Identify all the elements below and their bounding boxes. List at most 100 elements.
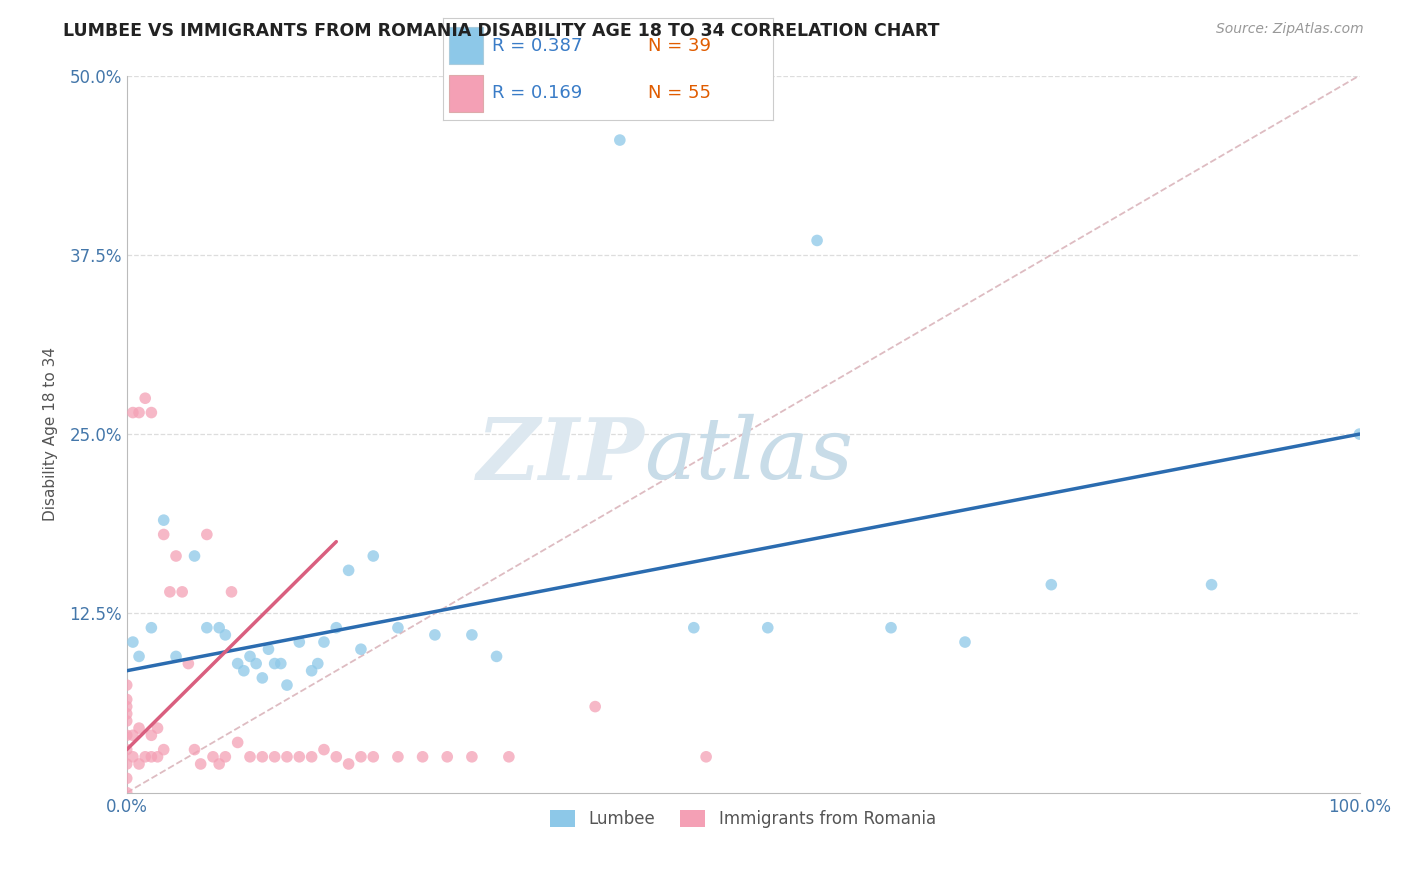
Point: [115, 699, 138, 714]
Point: [152, 513, 174, 527]
Point: [423, 628, 446, 642]
Point: [1348, 427, 1371, 442]
Point: [337, 756, 360, 771]
Point: [337, 563, 360, 577]
Point: [195, 527, 218, 541]
Point: [387, 749, 409, 764]
Point: [245, 657, 267, 671]
Point: [1201, 577, 1223, 591]
Point: [115, 772, 138, 786]
Point: [134, 391, 156, 405]
Point: [183, 549, 205, 563]
Point: [361, 549, 384, 563]
Point: [195, 621, 218, 635]
Point: [141, 749, 163, 764]
Point: [485, 649, 508, 664]
Point: [270, 657, 292, 671]
Point: [190, 756, 212, 771]
Point: [263, 749, 285, 764]
Point: [128, 721, 150, 735]
Y-axis label: Disability Age 18 to 34: Disability Age 18 to 34: [44, 347, 58, 521]
Point: [122, 406, 145, 420]
Point: [128, 756, 150, 771]
Point: [756, 621, 779, 635]
Point: [232, 664, 254, 678]
Point: [134, 749, 156, 764]
Point: [806, 234, 828, 248]
Point: [350, 749, 373, 764]
Point: [301, 664, 323, 678]
Point: [122, 749, 145, 764]
Point: [252, 671, 274, 685]
Point: [208, 756, 231, 771]
Point: [152, 742, 174, 756]
Point: [141, 728, 163, 742]
Text: N = 55: N = 55: [648, 84, 711, 102]
Point: [115, 714, 138, 728]
Point: [880, 621, 903, 635]
Point: [172, 585, 194, 599]
Text: N = 39: N = 39: [648, 37, 711, 54]
Point: [159, 585, 181, 599]
Text: Source: ZipAtlas.com: Source: ZipAtlas.com: [1216, 22, 1364, 37]
Point: [609, 133, 631, 147]
Text: R = 0.169: R = 0.169: [492, 84, 582, 102]
Text: R = 0.387: R = 0.387: [492, 37, 583, 54]
Point: [146, 721, 169, 735]
Point: [208, 621, 231, 635]
Point: [146, 749, 169, 764]
Text: LUMBEE VS IMMIGRANTS FROM ROMANIA DISABILITY AGE 18 TO 34 CORRELATION CHART: LUMBEE VS IMMIGRANTS FROM ROMANIA DISABI…: [63, 22, 939, 40]
Point: [263, 657, 285, 671]
Point: [141, 406, 163, 420]
Point: [226, 735, 249, 749]
Point: [412, 749, 434, 764]
Point: [288, 749, 311, 764]
Point: [325, 621, 347, 635]
Point: [239, 749, 262, 764]
Point: [461, 628, 484, 642]
Point: [214, 749, 236, 764]
Text: atlas: atlas: [644, 414, 853, 497]
Point: [115, 706, 138, 721]
Point: [583, 699, 606, 714]
Point: [682, 621, 704, 635]
Point: [276, 749, 298, 764]
Point: [115, 678, 138, 692]
Point: [312, 742, 335, 756]
Point: [128, 649, 150, 664]
Point: [276, 678, 298, 692]
Point: [122, 728, 145, 742]
Point: [152, 527, 174, 541]
Point: [325, 749, 347, 764]
Point: [301, 749, 323, 764]
Point: [141, 621, 163, 635]
Point: [1040, 577, 1063, 591]
Point: [350, 642, 373, 657]
FancyBboxPatch shape: [450, 27, 482, 64]
Point: [387, 621, 409, 635]
Point: [239, 649, 262, 664]
Point: [361, 749, 384, 764]
Point: [183, 742, 205, 756]
Point: [115, 728, 138, 742]
Point: [128, 406, 150, 420]
Point: [461, 749, 484, 764]
Legend: Lumbee, Immigrants from Romania: Lumbee, Immigrants from Romania: [544, 803, 942, 835]
Point: [202, 749, 225, 764]
Point: [221, 585, 243, 599]
Point: [695, 749, 717, 764]
Point: [498, 749, 520, 764]
Point: [312, 635, 335, 649]
Point: [252, 749, 274, 764]
Point: [953, 635, 976, 649]
Point: [214, 628, 236, 642]
Point: [226, 657, 249, 671]
Point: [307, 657, 329, 671]
FancyBboxPatch shape: [450, 75, 482, 112]
Point: [165, 549, 187, 563]
Point: [177, 657, 200, 671]
Point: [122, 635, 145, 649]
Point: [115, 786, 138, 800]
Point: [257, 642, 280, 657]
Point: [115, 742, 138, 756]
